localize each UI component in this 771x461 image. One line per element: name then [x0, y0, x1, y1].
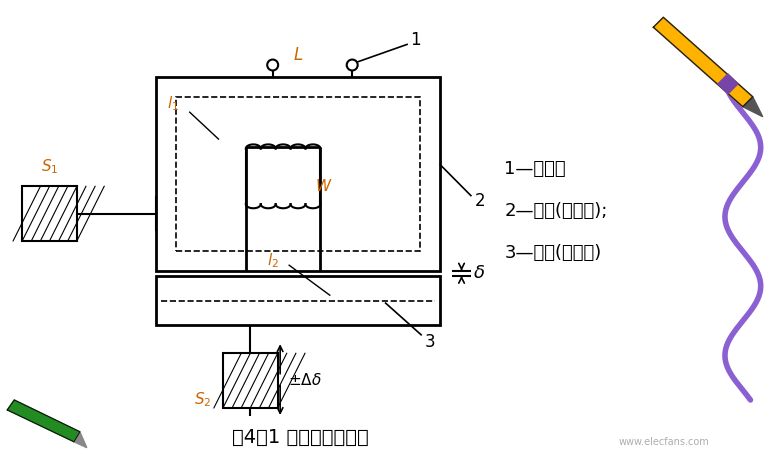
- Text: 图4－1 变磁阻式传感器: 图4－1 变磁阻式传感器: [232, 428, 369, 447]
- Text: $\delta$: $\delta$: [473, 264, 486, 282]
- Polygon shape: [7, 400, 80, 442]
- Text: 1: 1: [410, 31, 420, 49]
- Text: 2—铁芯(定铁芯);: 2—铁芯(定铁芯);: [504, 202, 608, 220]
- Text: 3: 3: [425, 333, 436, 351]
- Text: 3—衔铁(动铁芯): 3—衔铁(动铁芯): [504, 244, 601, 262]
- Polygon shape: [718, 74, 738, 94]
- Text: $l_1$: $l_1$: [167, 95, 180, 113]
- Text: www.elecfans.com: www.elecfans.com: [618, 437, 709, 447]
- Bar: [22, 186, 77, 241]
- Bar: [223, 353, 278, 408]
- Bar: [157, 276, 439, 325]
- Text: $L$: $L$: [294, 46, 304, 64]
- Polygon shape: [653, 18, 752, 107]
- Text: 1—线圈；: 1—线圈；: [504, 160, 566, 178]
- Polygon shape: [742, 97, 763, 117]
- Text: $\pm\Delta\delta$: $\pm\Delta\delta$: [288, 372, 322, 388]
- Text: $W$: $W$: [315, 178, 333, 194]
- Bar: [157, 77, 439, 271]
- Text: $l_2$: $l_2$: [267, 251, 278, 270]
- Polygon shape: [74, 432, 87, 448]
- Bar: [177, 97, 419, 251]
- Text: $S_2$: $S_2$: [194, 390, 211, 409]
- Text: $S_1$: $S_1$: [41, 158, 59, 176]
- Text: 2: 2: [474, 192, 485, 210]
